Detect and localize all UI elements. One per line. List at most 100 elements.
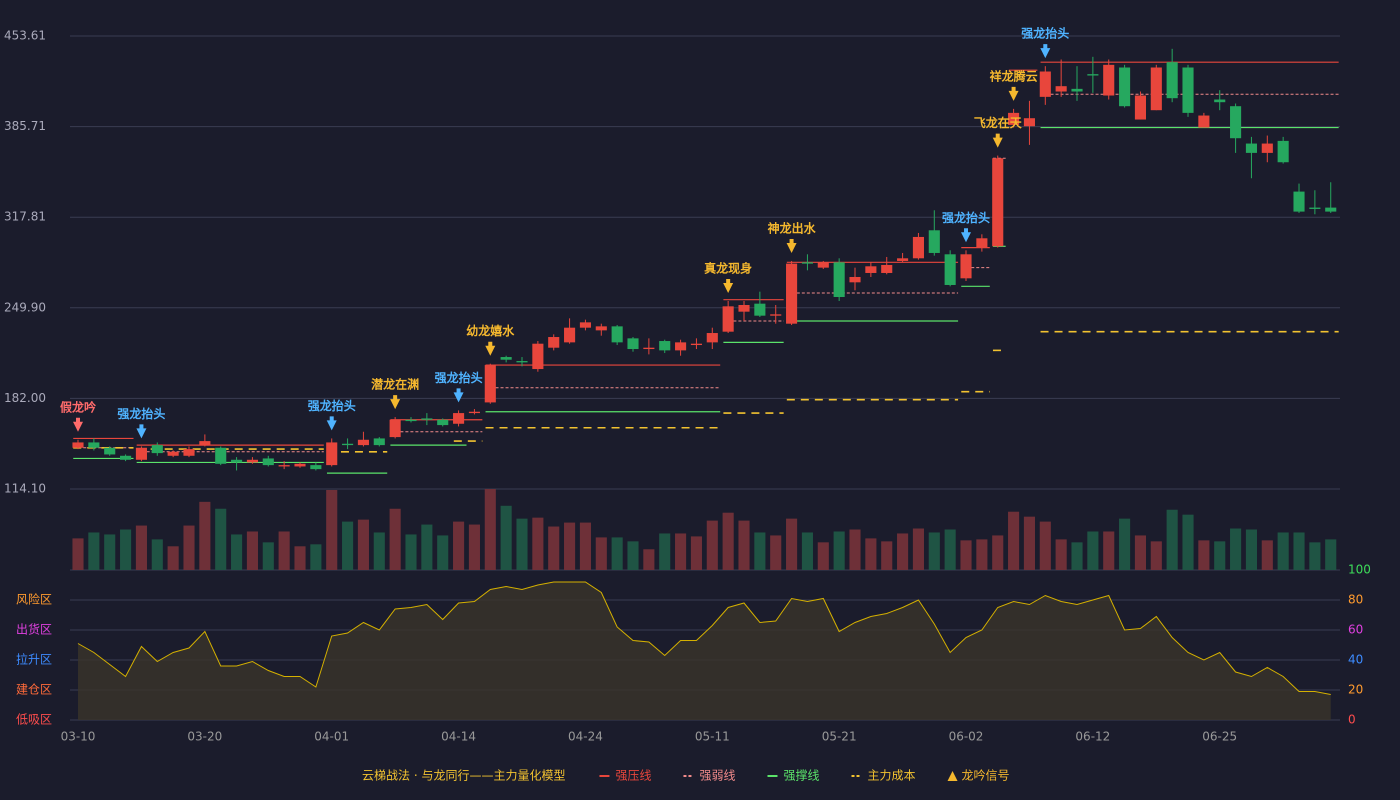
candle-body [722,306,734,332]
volume-bar [421,524,433,570]
volume-bar [1055,539,1067,570]
candle-body [151,445,163,454]
volume-bar [1071,542,1083,570]
volume-bar [960,540,972,570]
x-tick-label: 04-14 [441,730,476,744]
volume-bar [516,518,528,570]
volume-bar [833,531,845,570]
candle-body [357,439,369,446]
signal-label: 强龙抬头 [942,210,990,225]
volume-bar [1230,528,1242,570]
volume-bar [992,535,1004,570]
candle-body [1071,88,1083,92]
x-tick-label: 06-12 [1075,730,1110,744]
volume-bar [215,508,227,570]
volume-bar [659,533,671,570]
candle-body [1293,191,1305,212]
volume-bar [1182,514,1194,570]
signal-arrow [723,279,734,294]
candle-body [1103,64,1115,96]
y-tick-label: 60 [1348,623,1363,637]
volume-bar [278,531,290,570]
volume-bar [1245,529,1257,570]
signal-arrow [390,395,401,410]
volume-bar [611,537,623,570]
volume-bar [579,522,591,570]
volume-bar [1261,540,1273,570]
volume-bar [72,538,84,570]
volume-bar [754,532,766,570]
volume-bar [1277,532,1289,570]
candle-body [801,262,813,264]
legend-title: 云梯战法 · 与龙同行——主力量化模型 [362,769,565,783]
candle-body [389,419,401,438]
volume-bar [199,501,211,570]
signal-arrow [73,417,83,432]
volume-bar [342,521,354,570]
zone-label: 出货区 [16,622,52,637]
volume-bar [1166,509,1178,570]
candle-body [976,238,988,248]
y-tick-label: 20 [1348,683,1363,697]
candle-body [881,264,893,273]
volume-bar [135,525,147,570]
candle-body [1309,207,1321,209]
candle-body [992,158,1004,247]
x-tick-label: 04-01 [314,730,349,744]
volume-bar [627,541,639,570]
candle-body [1245,143,1257,153]
candle-body [786,263,798,324]
candle-body [72,442,84,448]
candle-body [1134,95,1146,120]
volume-bar [801,532,813,570]
candle-body [468,411,480,414]
volume-bar [786,518,798,570]
candle-body [1230,106,1242,139]
volume-bar [564,522,576,570]
volume-bar [484,489,496,570]
candle-body [738,305,750,312]
candle-body [516,361,528,363]
candle-body [1214,99,1226,103]
signal-label: 幼龙嬉水 [466,323,515,338]
x-tick-label: 03-10 [61,730,96,744]
volume-bar [1309,542,1321,570]
candle-body [817,262,829,268]
volume-bar [1150,541,1162,570]
x-tick-label: 05-11 [695,730,730,744]
candle-body [564,327,576,343]
volume-bar [849,529,861,570]
x-tick-label: 06-02 [949,730,984,744]
candle-body [120,455,132,460]
candle-body [437,419,449,426]
signal-label: 强龙抬头 [308,398,356,413]
signal-arrow [326,416,337,431]
indicator-area [78,582,1331,720]
volume-bar [643,549,655,570]
volume-bar [151,539,163,570]
volume-bar [897,533,909,570]
x-tick-label: 03-20 [187,730,222,744]
volume-bar [675,533,687,570]
candle-body [611,326,623,343]
candle-body [627,338,639,350]
volume-bar [389,508,401,570]
signal-arrow [485,341,496,356]
candle-body [675,342,687,351]
volume-bar [120,529,132,570]
volume-bar [104,534,116,570]
y-tick-label: 40 [1348,653,1363,667]
volume-bar [1198,540,1210,570]
candle-body [484,365,496,403]
volume-bar [357,519,369,570]
signal-label: 飞龙在天 [974,115,1023,130]
candle-body [595,326,607,331]
y-tick-label: 114.10 [4,482,46,496]
candle-body [1119,67,1131,107]
legend-label: 强压线 [615,769,651,783]
legend-label: 龙吟信号 [962,768,1010,783]
volume-bar [817,542,829,570]
signal-label: 强龙抬头 [1021,26,1069,41]
volume-bar [1119,518,1131,570]
